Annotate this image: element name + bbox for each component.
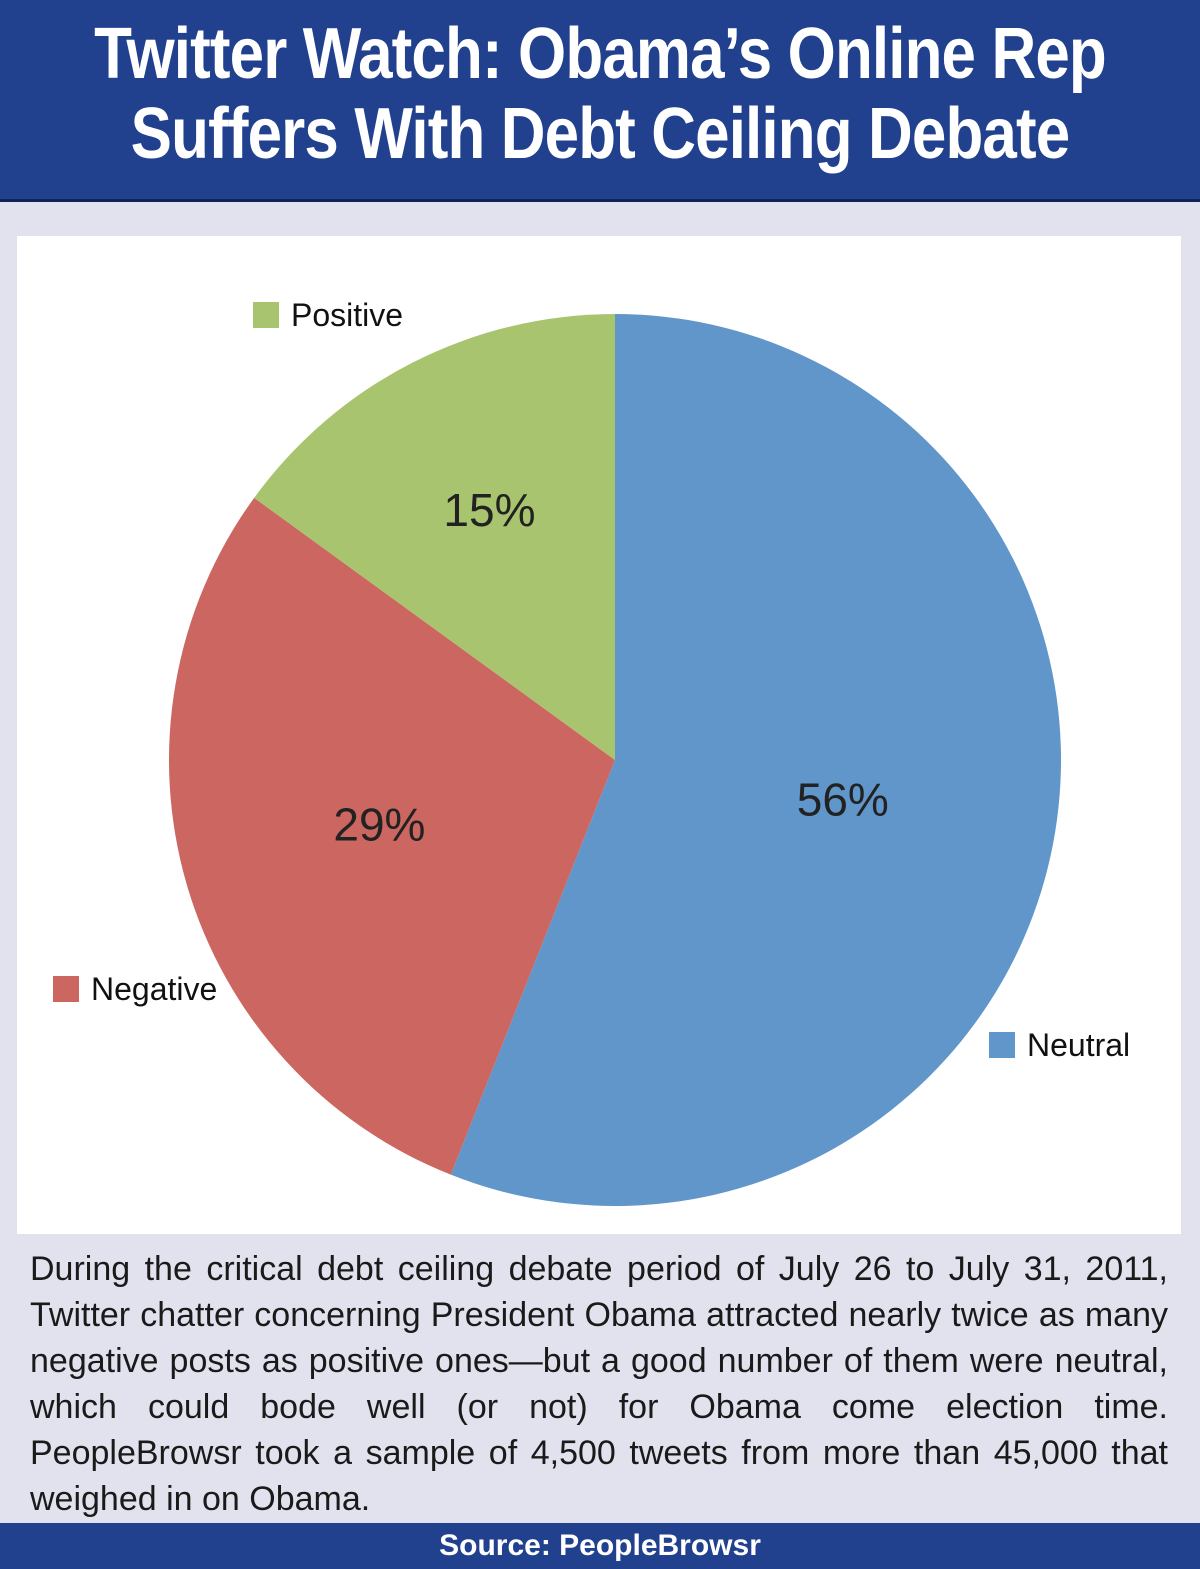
legend-item-neutral: Neutral [989, 1027, 1130, 1063]
legend-swatch-positive [253, 302, 279, 328]
legend-swatch-neutral [989, 1032, 1015, 1058]
header-banner: Twitter Watch: Obama’s Online Rep Suffer… [0, 0, 1200, 202]
legend-label-neutral: Neutral [1027, 1027, 1130, 1063]
legend-label-negative: Negative [91, 971, 217, 1007]
pie-slice-negative [168, 497, 615, 1175]
pie-slice-neutral [450, 314, 1062, 1206]
pie-slice-positive [254, 314, 616, 760]
chart-title: Twitter Watch: Obama’s Online Rep Suffer… [84, 14, 1116, 174]
slice-label-positive: 15% [443, 484, 535, 536]
slice-label-negative: 29% [333, 799, 425, 851]
legend-item-positive: Positive [253, 297, 403, 333]
pie-slices [168, 314, 1062, 1206]
title-line-2: Suffers With Debt Ceiling Debate [130, 94, 1071, 174]
legend-label-positive: Positive [291, 297, 403, 333]
legend-item-negative: Negative [53, 971, 217, 1007]
chart-panel: 56% 29% 15% Neutral Negative Positive [17, 236, 1181, 1234]
slice-label-neutral: 56% [797, 774, 889, 826]
pie-labels: 56% 29% 15% [333, 484, 888, 851]
legend-swatch-negative [53, 976, 79, 1002]
title-line-1: Twitter Watch: Obama’s Online Rep [94, 14, 1107, 94]
source-footer: Source: PeopleBrowsr [0, 1523, 1200, 1569]
pie-legend: Neutral Negative Positive [53, 297, 1130, 1063]
caption-text: During the critical debt ceiling debate … [30, 1250, 1168, 1518]
pie-chart: 56% 29% 15% Neutral Negative Positive [53, 297, 1130, 1206]
source-label: Source: PeopleBrowsr [439, 1529, 761, 1562]
